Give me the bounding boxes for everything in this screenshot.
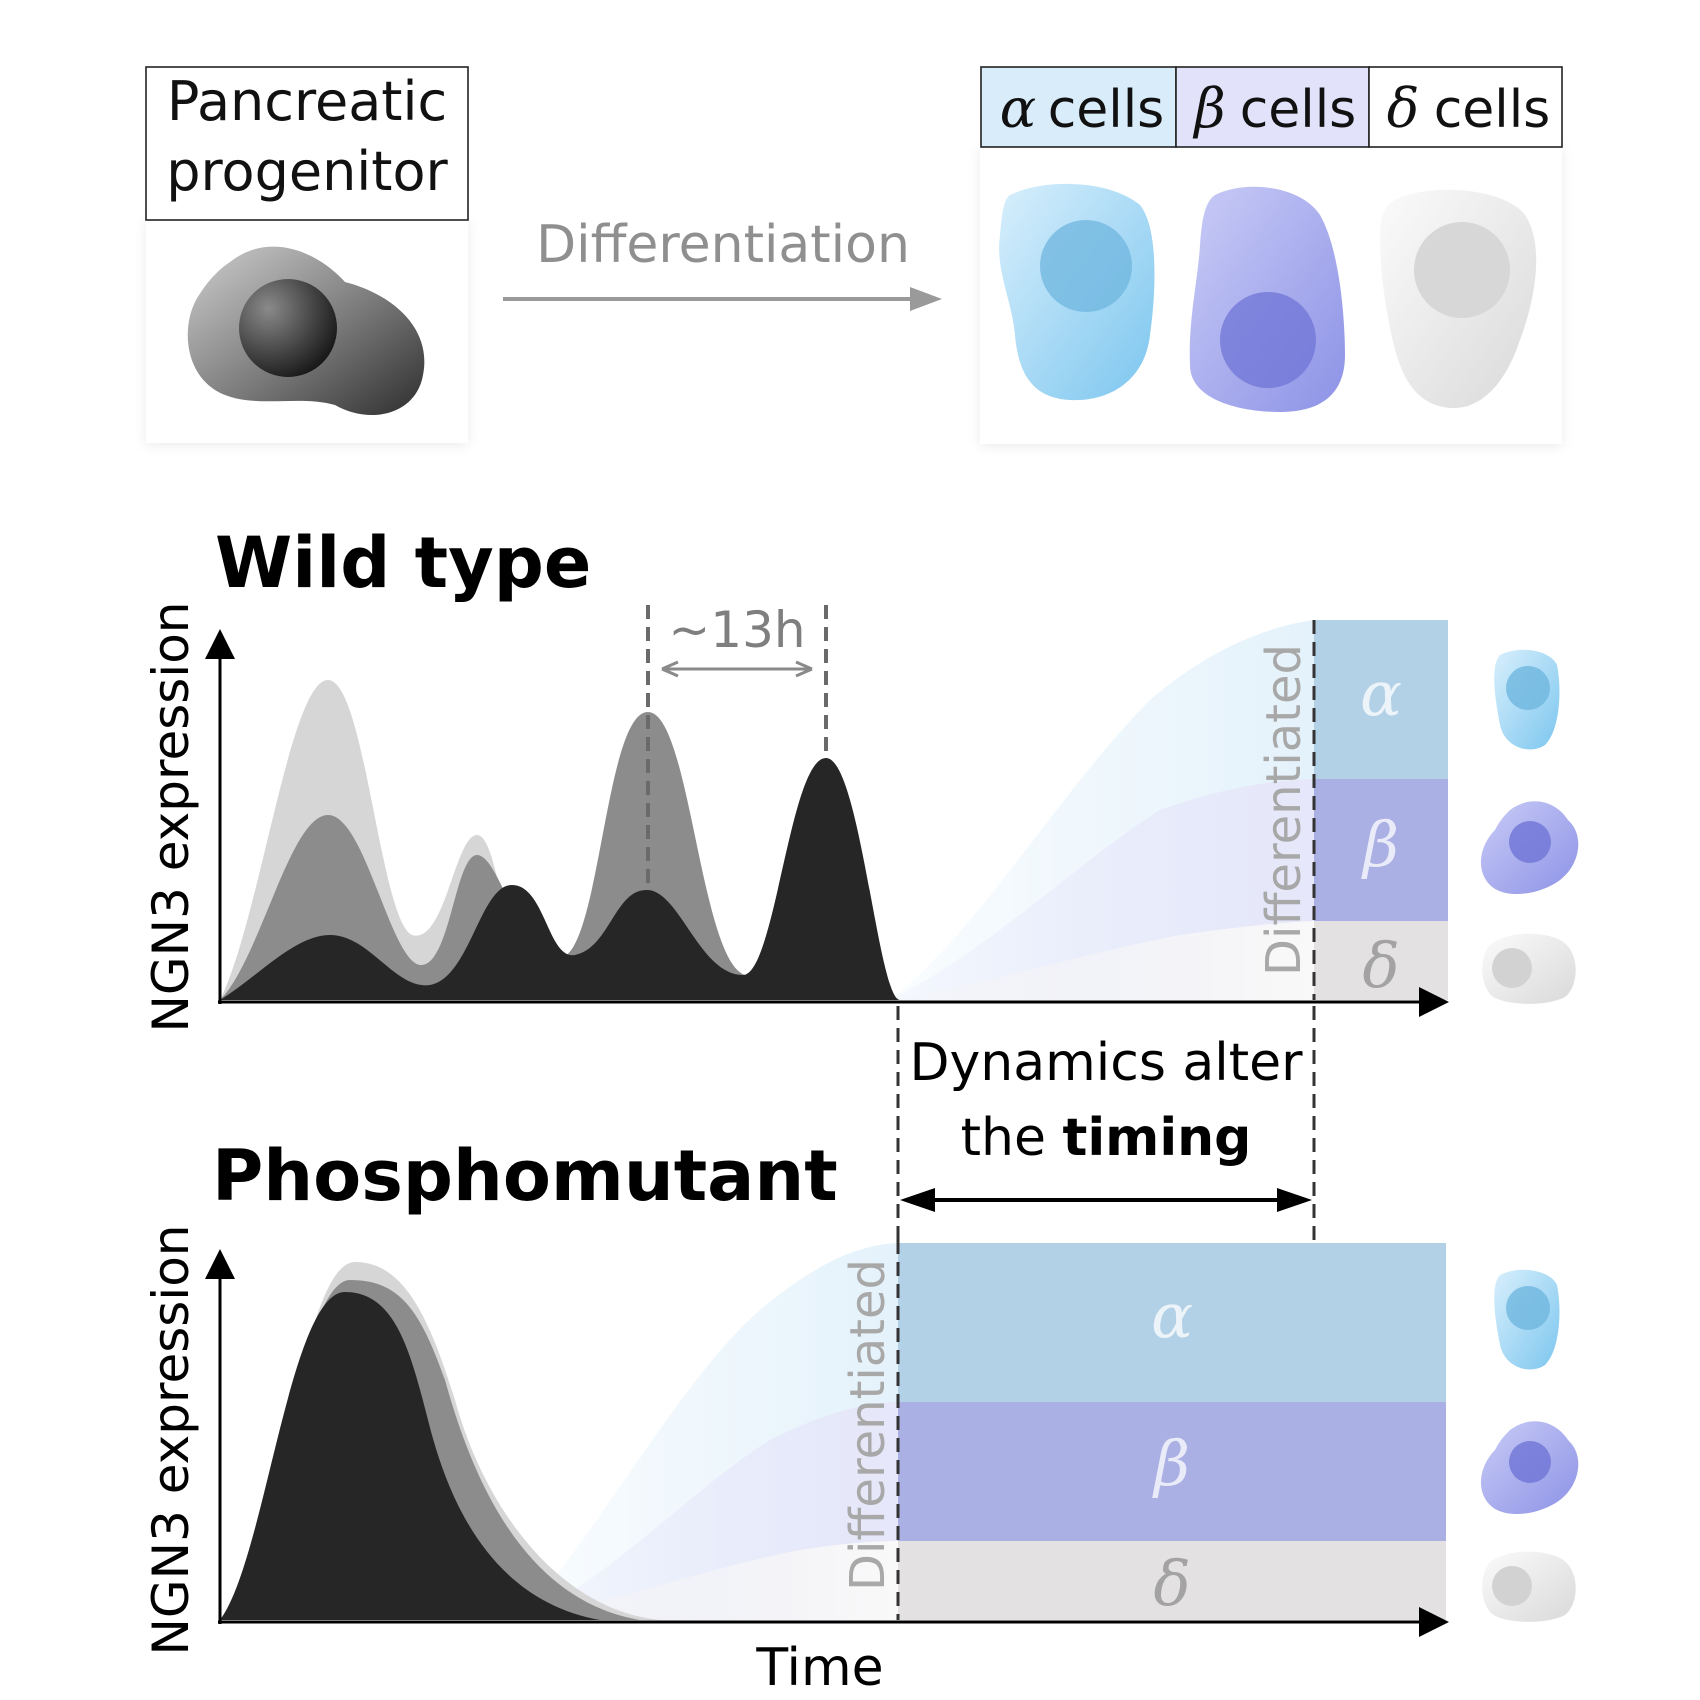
beta-symbol: β [1192,77,1225,140]
wt-beta-band [1314,779,1448,921]
pm-delta-band-label: δ [1153,1547,1190,1620]
differentiation-arrow: Differentiation [503,215,942,311]
wt-period-label: ~13h [668,601,805,659]
wt-delta-cell-icon [1482,933,1576,1004]
wt-differentiated-label: Differentiated [1256,644,1312,976]
wt-alpha-cell-icon [1494,649,1560,750]
delta-cells-label: cells [1434,80,1551,140]
time-axis-label: Time [755,1638,883,1698]
progenitor-label-line2: progenitor [166,140,448,203]
pm-beta-cell-icon [1480,1421,1579,1515]
progenitor-panel: Pancreatic progenitor [145,66,469,443]
wt-alpha-band-label: α [1360,657,1402,730]
alpha-cell-icon [999,183,1155,401]
pm-delta-cell-icon [1482,1551,1576,1622]
wt-delta-band [1314,921,1448,1000]
alpha-symbol: α [1000,77,1036,140]
pm-trace-dark [220,1292,600,1620]
pm-delta-band [898,1541,1446,1620]
pm-beta-band [898,1402,1446,1541]
beta-cells-label: cells [1240,80,1357,140]
wild-type-panel: Wild type NGN3 expression ~13h α β δ Dif… [142,522,1579,1033]
wt-beta-cell-icon [1480,801,1579,895]
pm-delta-trend [520,1541,898,1620]
progenitor-cell-icon [187,246,425,415]
wt-delta-trend [890,921,1314,1000]
wt-alpha-band [1314,620,1448,779]
wt-beta-band-label: β [1361,808,1399,881]
phosphomutant-ylabel: NGN3 expression [142,1225,200,1656]
phosphomutant-title: Phosphomutant [212,1135,838,1217]
beta-cell-icon [1189,186,1345,412]
delta-symbol: δ [1387,77,1420,140]
pm-differentiated-label: Differentiated [840,1259,896,1591]
pm-alpha-band [898,1243,1446,1402]
pm-alpha-cell-icon [1494,1269,1560,1370]
differentiation-label: Differentiation [536,215,910,275]
wild-type-title: Wild type [215,522,591,604]
pm-beta-band-label: β [1152,1427,1190,1500]
wt-delta-band-label: δ [1362,929,1399,1002]
timing-line2: the timing [961,1108,1252,1168]
alpha-cells-label: cells [1048,80,1165,140]
wt-trace-dark [220,758,900,1000]
timing-annotation: Dynamics alter the timing [896,1006,1316,1240]
progenitor-label-line1: Pancreatic [167,70,447,133]
delta-header-box [1368,66,1563,148]
beta-header-box [1175,66,1370,148]
wild-type-ylabel: NGN3 expression [142,602,200,1033]
phosphomutant-panel: Phosphomutant NGN3 expression α β δ Diff… [142,1135,1579,1656]
timing-line1: Dynamics alter [909,1033,1303,1093]
cell-types-panel: α cells β cells δ cells [980,66,1563,444]
pm-alpha-band-label: α [1151,1279,1193,1352]
delta-cell-icon [1380,189,1537,409]
